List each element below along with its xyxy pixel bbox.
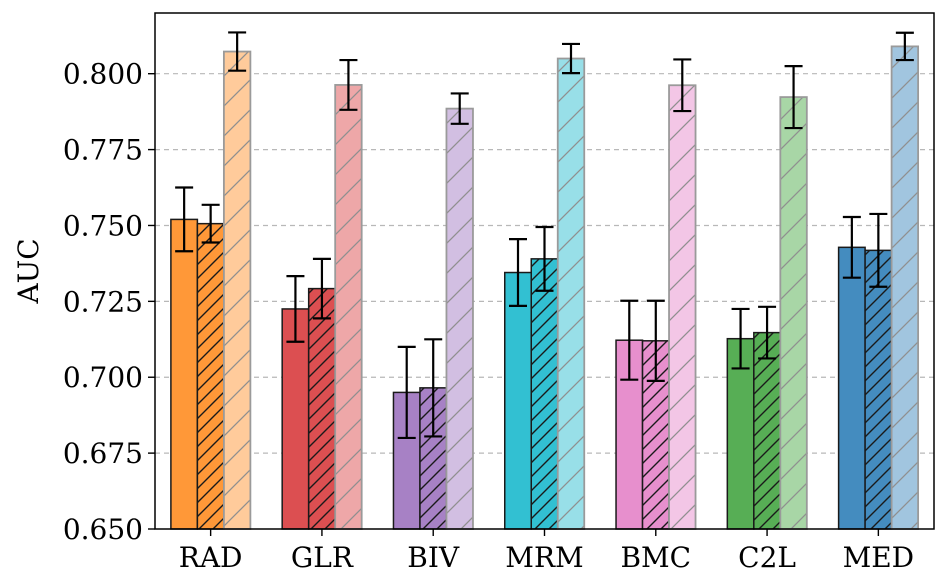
x-tick-label: RAD [179, 541, 243, 574]
x-tick-label: C2L [738, 541, 796, 574]
x-tick-label: GLR [291, 541, 354, 574]
x-axis-ticks: RAD GLR BIV MRM BMC C2L MED [179, 529, 914, 574]
y-axis-label: AUC [12, 238, 45, 304]
y-tick-label: 0.725 [63, 285, 143, 318]
y-tick-label: 0.675 [63, 437, 143, 470]
y-tick-label: 0.775 [63, 134, 143, 167]
bar-fill [282, 308, 309, 529]
x-tick-label: MRM [505, 541, 583, 574]
bar [864, 249, 893, 530]
bar [668, 84, 697, 530]
bar [196, 222, 225, 530]
x-tick-label: BMC [620, 541, 691, 574]
bar [530, 258, 559, 530]
bar [307, 287, 336, 530]
bars-group [170, 45, 920, 530]
bar-fill [504, 272, 532, 529]
y-tick-label: 0.650 [63, 513, 143, 546]
x-tick-label: MED [843, 541, 915, 574]
bar [334, 84, 363, 530]
error-bars-group [175, 31, 914, 440]
bar-fill [170, 219, 198, 529]
y-tick-label: 0.750 [63, 209, 143, 242]
y-tick-label: 0.700 [63, 361, 143, 394]
bar-fill [838, 247, 866, 529]
bar [890, 45, 920, 530]
x-tick-label: BIV [407, 541, 460, 574]
bar [222, 50, 252, 530]
bar [556, 57, 586, 530]
bar-fill [727, 338, 754, 529]
y-axis-ticks: 0.650 0.675 0.700 0.725 0.750 0.775 0.800 [63, 58, 155, 546]
bar [779, 96, 808, 530]
bar [445, 107, 474, 530]
bar [753, 331, 782, 530]
y-tick-label: 0.800 [63, 58, 143, 91]
